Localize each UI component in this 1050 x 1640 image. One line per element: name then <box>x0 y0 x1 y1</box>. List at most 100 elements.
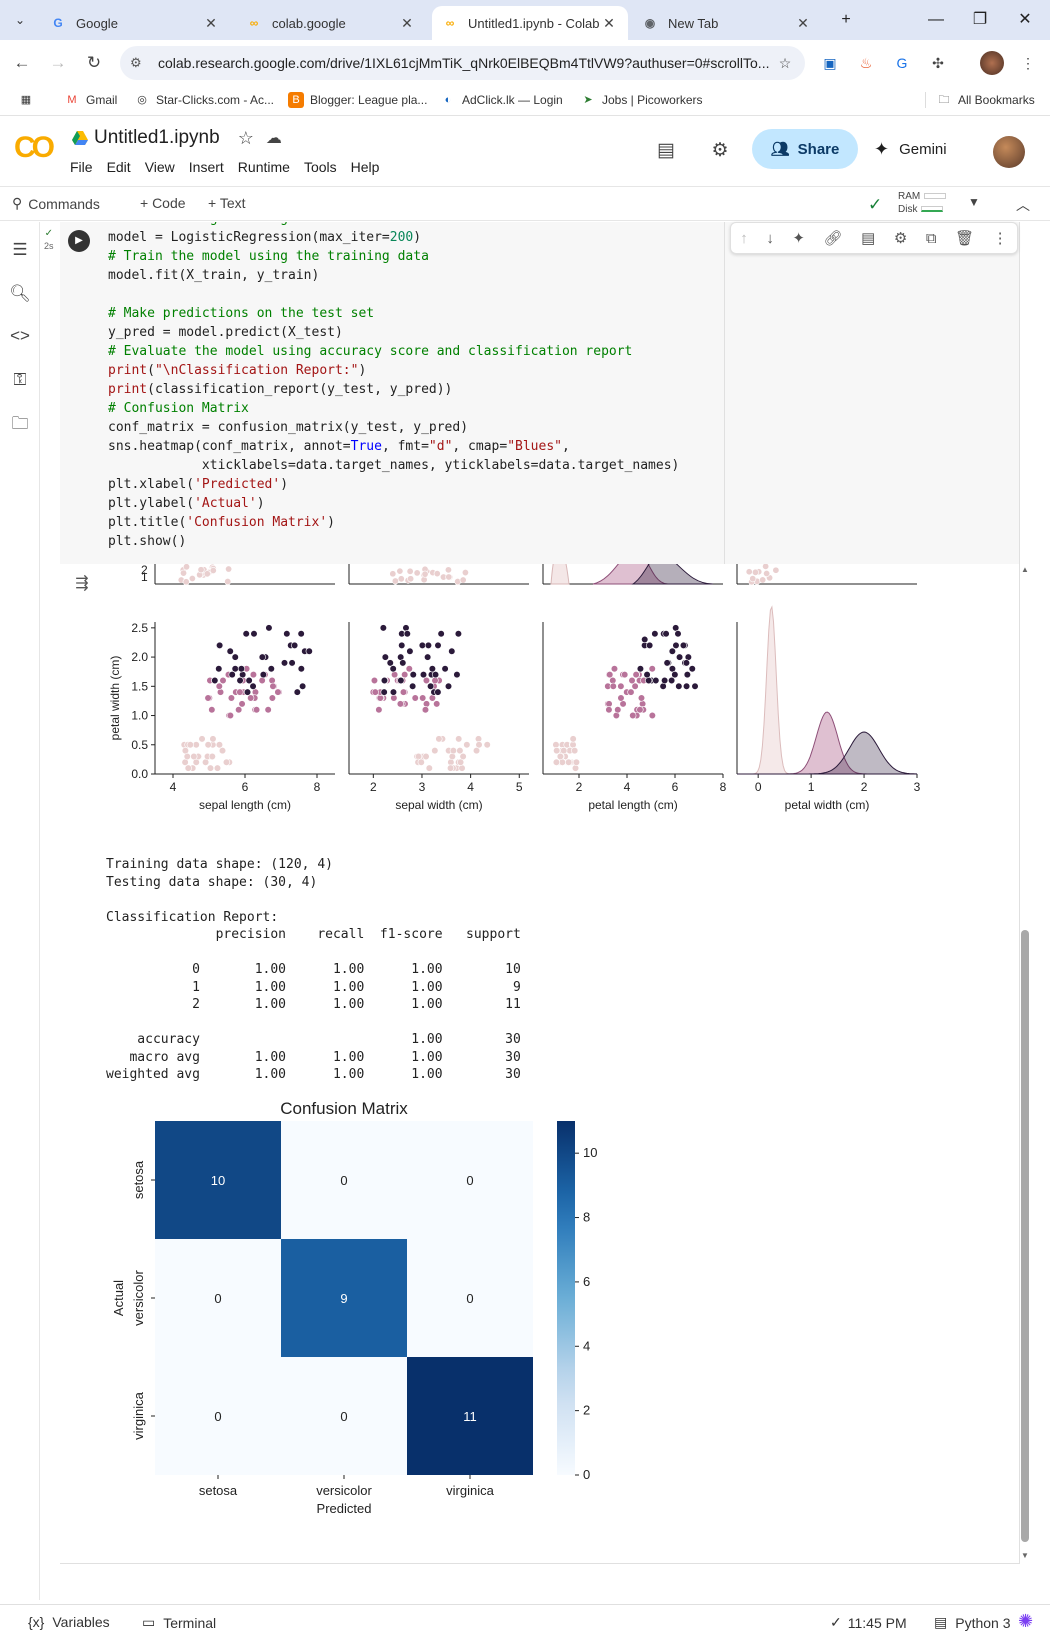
user-avatar[interactable] <box>993 136 1025 168</box>
menu-tools[interactable]: Tools <box>303 159 337 175</box>
link-icon[interactable]: 🔗︎ <box>823 230 843 247</box>
terminal-button[interactable]: ▭ Terminal <box>142 1614 216 1631</box>
scroll-down-arrow-icon[interactable]: ▼ <box>1021 1551 1029 1560</box>
bookmark-gmail[interactable]: M Gmail <box>64 92 117 108</box>
menu-edit[interactable]: Edit <box>106 159 131 175</box>
restore-icon[interactable]: ❐ <box>972 11 988 28</box>
extensions-puzzle-icon[interactable]: ✣ <box>932 55 944 71</box>
scroll-up-arrow-icon[interactable]: ▲ <box>1021 565 1029 574</box>
code-line[interactable]: # Train the model using the training dat… <box>108 249 429 264</box>
variables-button[interactable]: {x} Variables <box>28 1614 110 1630</box>
code-line[interactable]: y_pred = model.predict(X_test) <box>108 325 343 340</box>
menu-insert[interactable]: Insert <box>188 159 224 175</box>
google-drive-icon[interactable] <box>72 131 88 145</box>
bookmark-star-icon[interactable]: ☆ <box>778 54 792 71</box>
code-line[interactable]: # Create a Logistic Regression model <box>108 222 679 228</box>
code-cell[interactable]: ▶ # Create a Logistic Regression model mo… <box>60 222 1020 564</box>
code-line[interactable]: plt.title('Confusion Matrix') <box>108 515 335 530</box>
cloud-saved-icon[interactable]: ☁ <box>265 130 282 147</box>
scrollbar-thumb[interactable] <box>1021 930 1029 1542</box>
execution-status[interactable]: ✓ 11:45 PM <box>830 1614 907 1631</box>
bookmark-adclick[interactable]: ◐ AdClick.lk — Login <box>440 92 563 108</box>
code-line[interactable]: sns.heatmap(conf_matrix, annot=True, fmt… <box>108 439 570 454</box>
menu-file[interactable]: File <box>70 159 93 175</box>
apps-grid-icon[interactable]: ▦ <box>20 94 32 106</box>
code-line[interactable]: plt.ylabel('Actual') <box>108 496 265 511</box>
connected-check-icon[interactable]: ✓ <box>868 195 883 214</box>
run-cell-button[interactable]: ▶ <box>68 230 90 252</box>
share-button[interactable]: 👥︎ Share <box>752 129 858 169</box>
runtime-dropdown-icon[interactable]: ▼ <box>968 195 980 209</box>
profile-avatar[interactable] <box>980 51 1004 75</box>
code-line[interactable]: plt.xlabel('Predicted') <box>108 477 289 492</box>
settings-gear-icon[interactable]: ⚙ <box>711 140 729 161</box>
extension-fire-icon[interactable]: ♨ <box>859 55 873 71</box>
code-line[interactable]: print("\nClassification Report:") <box>108 363 367 378</box>
minimize-icon[interactable]: — <box>928 11 944 28</box>
bookmark-picoworkers[interactable]: ➤ Jobs | Picoworkers <box>580 92 702 108</box>
menu-help[interactable]: Help <box>350 159 380 175</box>
cell-settings-gear-icon[interactable]: ⚙ <box>893 230 908 247</box>
all-bookmarks[interactable]: 🗀 All Bookmarks <box>925 92 1035 108</box>
code-line[interactable] <box>108 285 679 304</box>
extension-bag-icon[interactable]: ▣ <box>823 55 837 71</box>
move-up-arrow-icon[interactable]: ↑ <box>740 229 748 247</box>
code-line[interactable]: xticklabels=data.target_names, yticklabe… <box>108 458 680 473</box>
files-folder-icon[interactable]: 🗀 <box>11 414 29 433</box>
tab-google[interactable]: G Google ✕ <box>40 6 230 40</box>
tab-untitled1-colab[interactable]: ∞ Untitled1.ipynb - Colab ✕ <box>432 6 628 40</box>
site-info-icon[interactable]: ⚙ <box>130 55 142 70</box>
close-icon[interactable]: ✕ <box>797 14 809 31</box>
tab-colab-google[interactable]: ∞ colab.google ✕ <box>236 6 426 40</box>
move-down-arrow-icon[interactable]: ↓ <box>766 229 774 247</box>
extension-translate-icon[interactable]: G <box>896 55 908 71</box>
output-scrollbar[interactable]: ▲ ▼ <box>1019 565 1031 1560</box>
close-icon[interactable]: ✕ <box>603 14 615 31</box>
code-snippets-icon[interactable]: <> <box>10 326 30 345</box>
table-of-contents-icon[interactable]: ☰ <box>12 240 28 259</box>
code-line[interactable]: # Confusion Matrix <box>108 401 249 416</box>
bookmark-starclicks[interactable]: ◎ Star-Clicks.com - Ac... <box>134 92 274 108</box>
tab-new-tab[interactable]: ◉ New Tab ✕ <box>632 6 822 40</box>
comments-icon[interactable]: ▤ <box>657 140 675 161</box>
colab-logo[interactable]: CO <box>14 131 55 164</box>
code-line[interactable]: model = LogisticRegression(max_iter=200) <box>108 230 422 245</box>
mirror-cell-icon[interactable]: ⧉ <box>925 229 937 247</box>
reload-icon[interactable]: ↻ <box>86 53 102 72</box>
close-icon[interactable]: ✕ <box>401 14 413 31</box>
collapse-chevron-icon[interactable]: ︿ <box>1016 197 1030 213</box>
close-window-icon[interactable]: ✕ <box>1018 11 1032 28</box>
tab-search-chevron-icon[interactable]: ⌄ <box>14 13 26 27</box>
code-line[interactable]: model.fit(X_train, y_train) <box>108 268 320 283</box>
menu-runtime[interactable]: Runtime <box>237 159 290 175</box>
address-bar[interactable]: ⚙ colab.research.google.com/drive/1IXL61… <box>120 46 805 80</box>
browser-menu-kebab-icon[interactable]: ⋮ <box>1021 55 1035 71</box>
comment-icon[interactable]: ▤ <box>861 230 876 247</box>
new-tab-plus-icon[interactable]: + <box>841 11 851 28</box>
brain-icon[interactable]: ✺ <box>1018 1611 1034 1631</box>
forward-arrow-icon[interactable]: → <box>49 53 67 72</box>
code-text[interactable]: # Create a Logistic Regression model mode… <box>108 222 679 551</box>
code-line[interactable]: plt.show() <box>108 534 187 549</box>
notebook-title[interactable]: Untitled1.ipynb <box>94 127 220 148</box>
find-replace-icon[interactable]: 🔍︎ <box>9 284 31 303</box>
code-line[interactable]: conf_matrix = confusion_matrix(y_test, y… <box>108 420 469 435</box>
menu-view[interactable]: View <box>144 159 175 175</box>
star-icon[interactable]: ☆ <box>237 127 254 148</box>
delete-trash-icon[interactable]: 🗑︎ <box>955 230 975 247</box>
output-actions-icon[interactable]: ⇶ <box>75 575 89 592</box>
back-arrow-icon[interactable]: ← <box>13 53 31 72</box>
code-line[interactable]: # Make predictions on the test set <box>108 306 375 321</box>
more-kebab-icon[interactable]: ⋮ <box>992 230 1008 247</box>
close-icon[interactable]: ✕ <box>205 14 217 31</box>
bookmark-blogger[interactable]: B Blogger: League pla... <box>288 92 427 108</box>
gemini-sparkle-icon[interactable]: ✦ <box>792 230 805 247</box>
secrets-key-icon[interactable]: ⚿ <box>13 370 27 389</box>
add-text-button[interactable]: + Text <box>208 195 246 211</box>
runtime-info[interactable]: ▤ Python 3 <box>934 1614 1011 1631</box>
commands-button[interactable]: ⚲ Commands <box>12 195 100 212</box>
add-code-button[interactable]: + Code <box>140 195 186 211</box>
gemini-button[interactable]: ✦ Gemini <box>874 129 947 169</box>
resource-meter[interactable]: RAM Disk <box>898 190 947 216</box>
code-line[interactable]: print(classification_report(y_test, y_pr… <box>108 382 453 397</box>
